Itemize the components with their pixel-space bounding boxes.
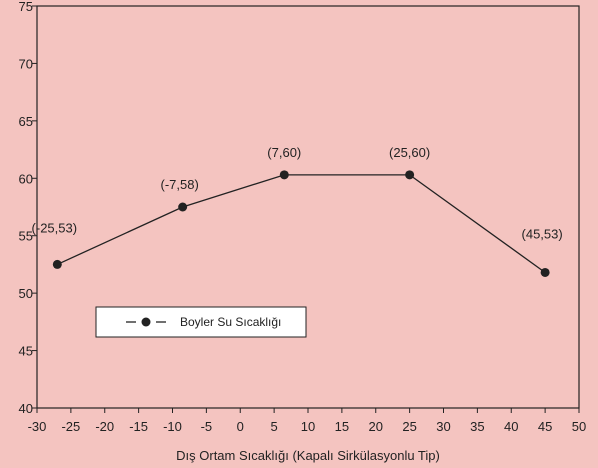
y-tick-label: 45 (19, 344, 33, 359)
data-label: (25,60) (389, 145, 430, 160)
y-tick-label: 50 (19, 286, 33, 301)
y-tick-label: 55 (19, 229, 33, 244)
legend-label: Boyler Su Sıcaklığı (180, 315, 281, 329)
x-tick-label: -5 (201, 419, 213, 434)
y-tick-label: 40 (19, 401, 33, 416)
annotation-layer: (-25,53) (-7,58) (7,60) (25,60) (45,53) (32, 145, 563, 242)
x-tick-label: -15 (129, 419, 148, 434)
data-label: (-7,58) (161, 177, 199, 192)
y-tick-label: 60 (19, 171, 33, 186)
x-tick-label: 15 (335, 419, 349, 434)
y-tick-label: 75 (19, 0, 33, 14)
data-label: (-25,53) (32, 220, 78, 235)
x-tick-label: 25 (402, 419, 416, 434)
series-layer (52, 170, 550, 277)
x-tick-label: 35 (470, 419, 484, 434)
data-label: (7,60) (267, 145, 301, 160)
y-tick-label: 65 (19, 114, 33, 129)
x-tick-label: 5 (271, 419, 278, 434)
data-point (540, 267, 550, 277)
x-tick-label: 40 (504, 419, 518, 434)
plot-frame (36, 5, 580, 409)
series-line (57, 174, 546, 273)
x-tick-label: 0 (237, 419, 244, 434)
x-tick-label: 45 (538, 419, 552, 434)
data-label: (45,53) (522, 226, 563, 241)
x-tick-label: -25 (61, 419, 80, 434)
legend-marker (141, 317, 151, 327)
x-axis-title: Dış Ortam Sıcaklığı (Kapalı Sirkülasyonl… (176, 448, 440, 463)
y-tick-label: 70 (19, 56, 33, 71)
data-point (178, 202, 188, 212)
x-tick-label: -10 (163, 419, 182, 434)
axes-layer: -30 -25 -20 -15 -10 -5 0 5 10 15 20 25 30 35 40 45 50 40 4… (19, 0, 587, 434)
x-tick-label: 50 (572, 419, 586, 434)
x-tick-label: -30 (28, 419, 47, 434)
data-point (52, 259, 62, 269)
x-tick-label: -20 (95, 419, 114, 434)
x-tick-label: 10 (301, 419, 315, 434)
x-tick-label: 30 (436, 419, 450, 434)
data-point (279, 170, 289, 180)
legend: Boyler Su Sıcaklığı (95, 306, 307, 338)
x-tick-label: 20 (369, 419, 383, 434)
data-point (405, 170, 415, 180)
